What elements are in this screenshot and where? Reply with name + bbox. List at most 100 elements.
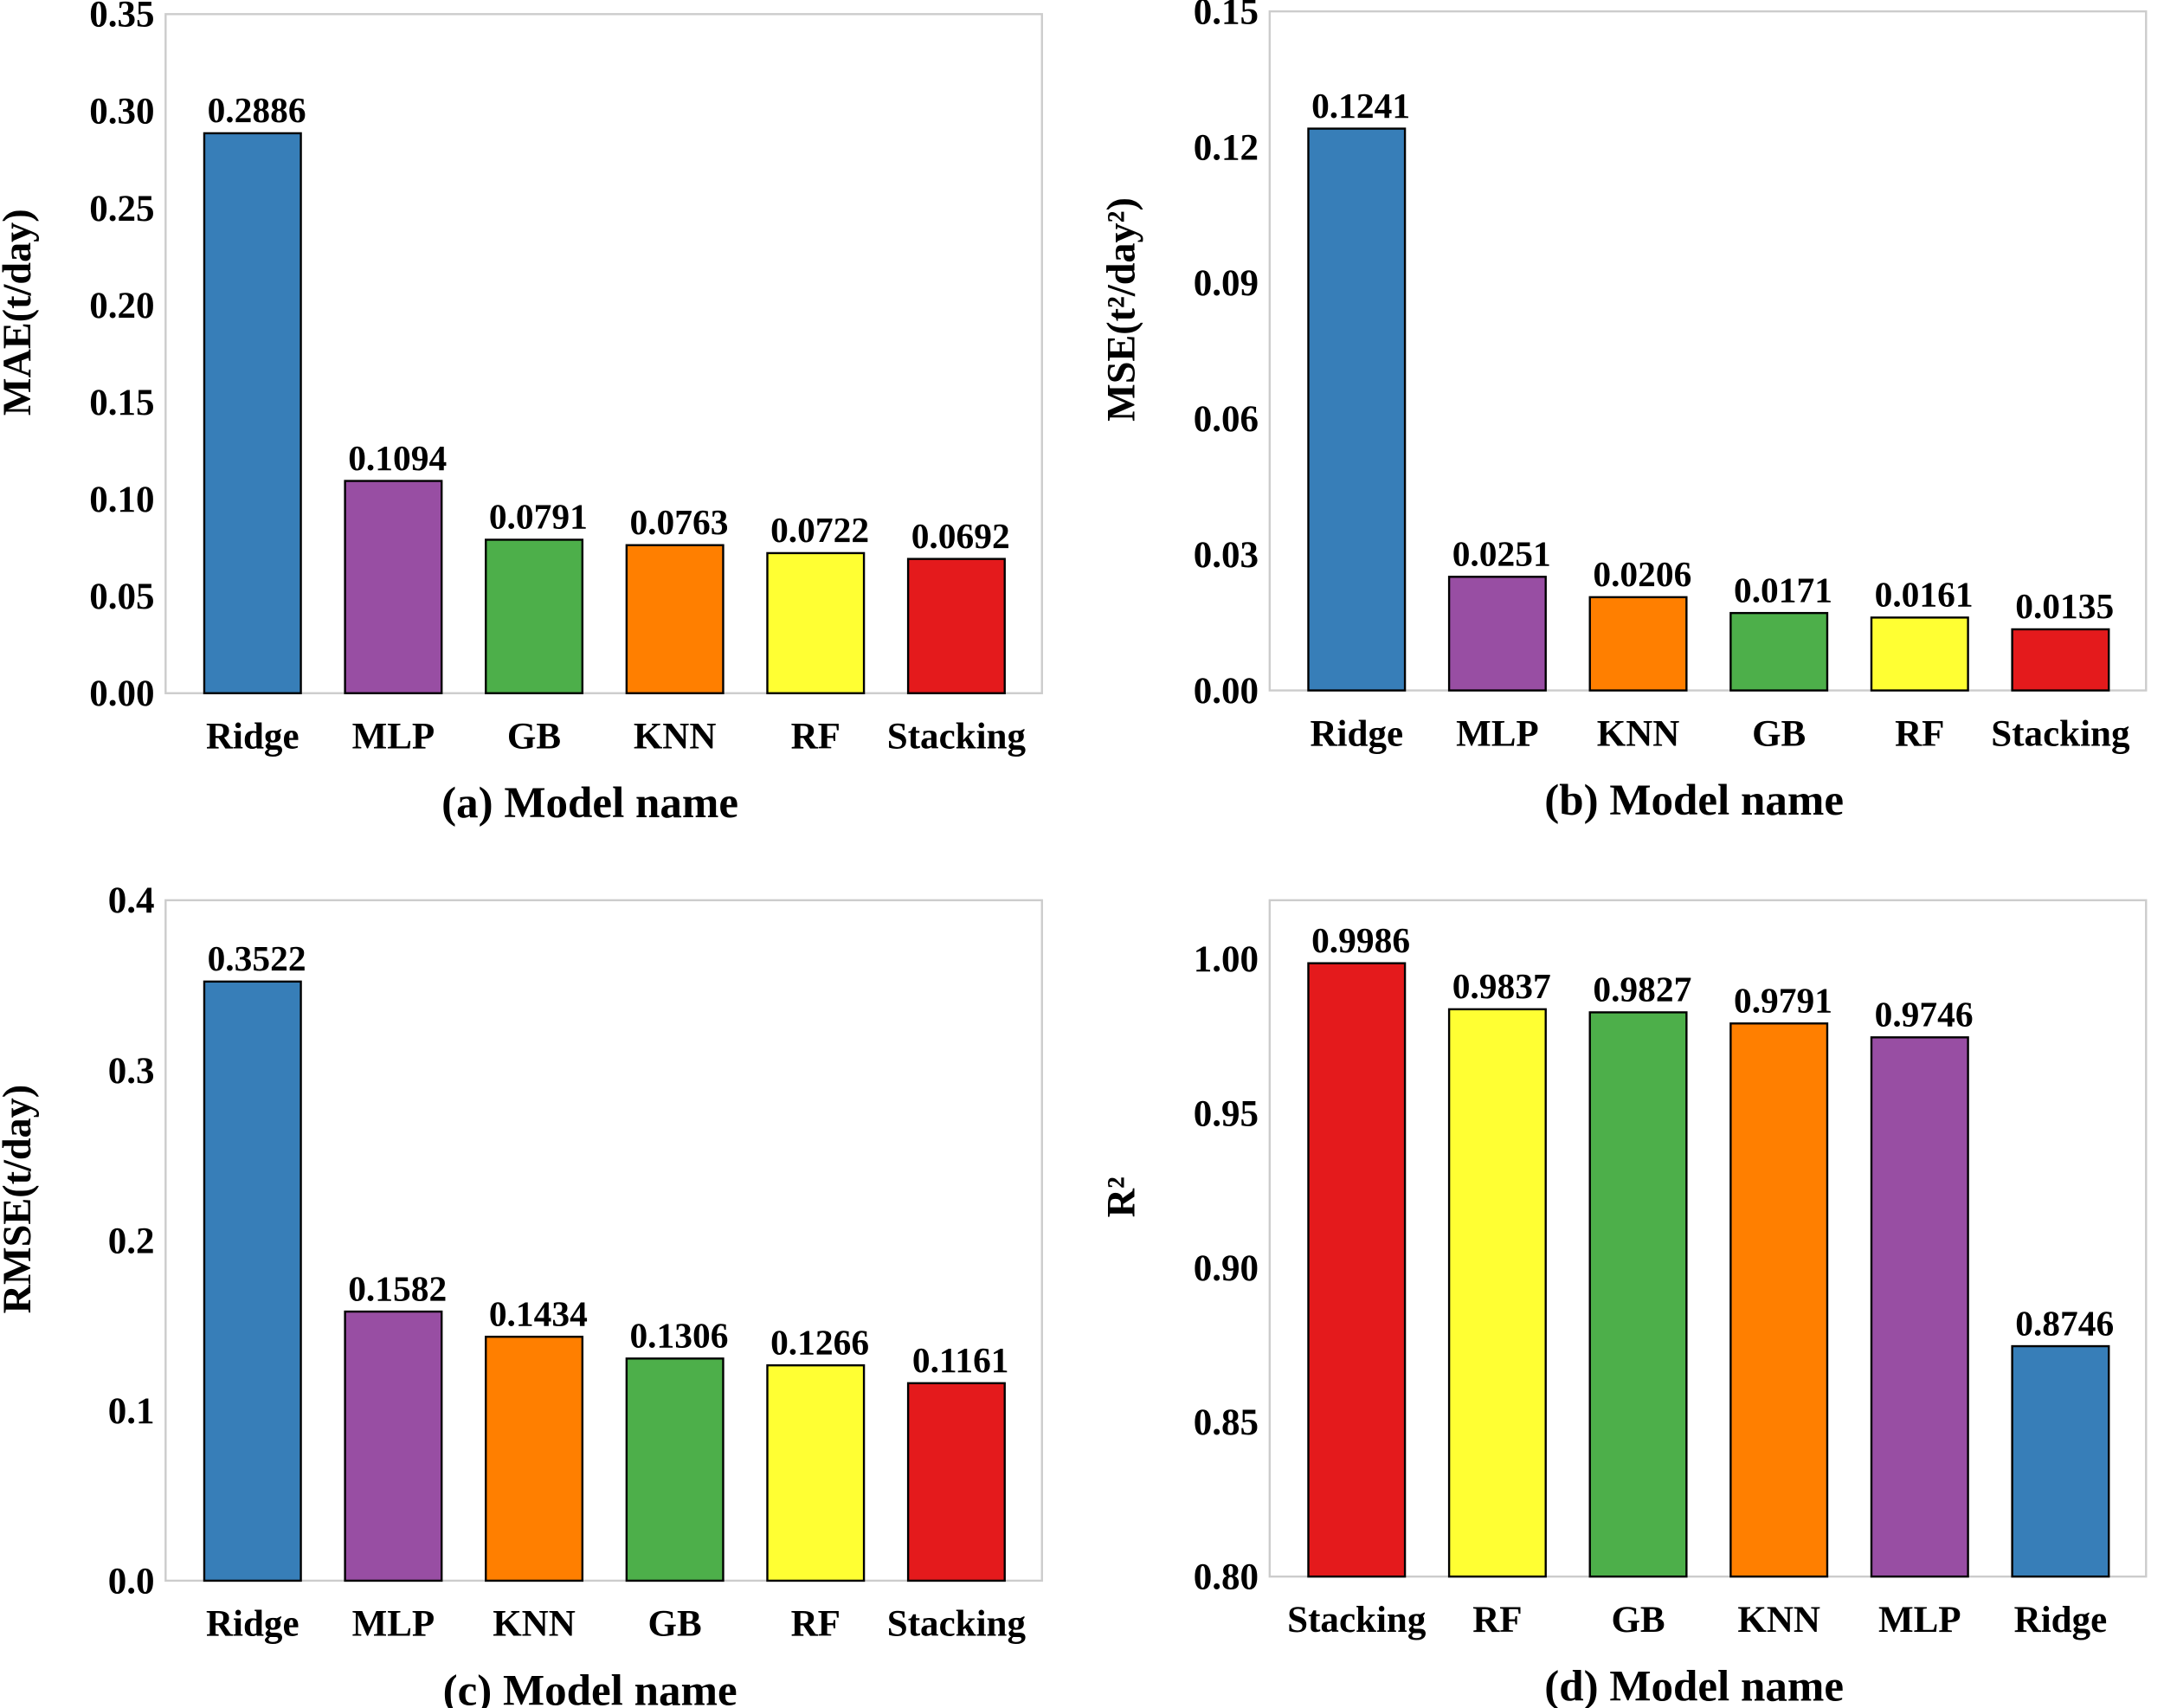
x-tick-label: MLP [352,717,435,757]
x-axis-label: (a) Model name [441,779,738,828]
y-tick-label: 0.2 [108,1221,155,1261]
x-tick-label: GB [1752,713,1806,754]
bar-ridge [203,132,302,694]
x-axis-label: (d) Model name [1544,1663,1844,1708]
y-tick-label: 0.10 [89,480,154,520]
chart-panel-1: 0.00 0.05 0.10 0.15 0.20 0.25 0.30 0.35 0.2886 Ri… [0,0,1043,828]
bar-stacking [2011,628,2110,692]
value-label: 0.9837 [1452,966,1551,1006]
bar-mlp [1870,1036,1969,1578]
value-label: 0.0135 [2015,586,2114,626]
x-tick-label: RF [1472,1600,1522,1640]
value-label: 0.1161 [912,1340,1009,1380]
value-label: 0.0692 [911,516,1010,556]
value-label: 0.1241 [1311,86,1410,126]
x-tick-label: Stacking [1991,713,2130,754]
x-tick-label: KNN [634,717,717,757]
y-tick-label: 0.06 [1194,399,1259,440]
y-tick-label: 0.25 [89,189,154,229]
bar-stacking [1307,962,1407,1578]
y-tick-label: 0.85 [1194,1402,1259,1443]
x-tick-label: RF [791,1604,840,1645]
value-label: 0.1094 [348,438,447,478]
chart-panel-3: 0.0 0.1 0.2 0.3 0.4 0.3522 Ridge 0.1582 MLP 0.143… [0,880,1043,1708]
x-tick-label: Ridge [2014,1600,2108,1640]
x-tick-label: GB [507,717,561,757]
y-tick-label: 0.00 [1194,671,1259,712]
plot-area [1268,899,2148,1578]
y-tick-label: 0.3 [108,1051,155,1092]
y-tick-label: 0.4 [108,880,155,921]
x-tick-label: Ridge [206,1604,299,1645]
bar-stacking [906,558,1006,694]
value-label: 0.0763 [629,502,728,542]
y-axis-label: RMSE(t/day) [0,1085,39,1313]
x-tick-label: Ridge [1310,713,1403,754]
bar-gb [1588,1011,1688,1578]
plot-area [164,899,1043,1582]
value-label: 0.9986 [1311,920,1410,960]
x-tick-label: MLP [1456,713,1539,754]
y-axis-label: MAE(t/day) [0,209,39,416]
bar-rf [766,1363,866,1582]
x-tick-label: KNN [1737,1600,1820,1640]
value-label: 0.0722 [770,510,869,550]
x-tick-label: Stacking [887,1604,1027,1645]
y-tick-label: 0.90 [1194,1248,1259,1289]
bar-knn [625,544,725,694]
bar-rf [1870,616,1969,692]
bar-gb [485,538,584,694]
x-tick-label: MLP [352,1604,435,1645]
plot-area [1268,10,2148,692]
y-tick-label: 0.20 [89,286,154,326]
value-label: 0.1582 [348,1268,447,1308]
y-tick-label: 0.80 [1194,1557,1259,1598]
x-tick-label: Ridge [206,717,299,757]
x-tick-label: KNN [493,1604,576,1645]
x-tick-label: Stacking [887,717,1027,757]
x-tick-label: RF [1895,713,1944,754]
value-label: 0.0171 [1734,570,1832,609]
value-label: 0.0251 [1452,534,1551,574]
value-label: 0.0161 [1875,575,1974,615]
value-label: 0.1266 [770,1322,869,1362]
x-tick-label: GB [1611,1600,1665,1640]
value-label: 0.1306 [629,1316,728,1356]
plot-area [164,13,1043,694]
bar-mlp [344,1310,443,1582]
y-tick-label: 0.15 [89,383,154,423]
bar-ridge [203,980,302,1582]
y-tick-label: 0.95 [1194,1093,1259,1134]
bar-rf [1447,1008,1547,1578]
y-tick-label: 0.0 [108,1561,155,1602]
bar-mlp [344,480,443,694]
x-tick-label: KNN [1597,713,1680,754]
bar-mlp [1447,576,1547,692]
value-label: 0.3522 [208,938,306,978]
y-tick-label: 0.30 [89,92,154,132]
y-axis-label: MSE(t²/day²) [1099,197,1143,422]
chart-panel-2: 0.00 0.03 0.06 0.09 0.12 0.15 0.1241 Ridge 0.025… [1099,0,2148,825]
bar-knn [1729,1022,1829,1578]
y-tick-label: 0.1 [108,1391,155,1432]
y-tick-label: 0.03 [1194,535,1259,576]
chart-panel-4: 0.80 0.85 0.90 0.95 1.00 0.9986 Stacking 0.9837… [1099,899,2148,1708]
bar-ridge [1307,127,1407,692]
bar-knn [1588,596,1688,692]
value-label: 0.9746 [1875,995,1974,1034]
value-label: 0.2886 [208,90,306,130]
x-tick-label: GB [648,1604,702,1645]
bar-rf [766,551,866,694]
y-tick-label: 1.00 [1194,939,1259,980]
y-tick-label: 0.00 [89,674,154,714]
y-tick-label: 0.05 [89,577,154,617]
bar-gb [625,1357,725,1582]
value-label: 0.9791 [1734,980,1832,1020]
bar-gb [1729,611,1829,692]
value-label: 0.0791 [489,497,588,537]
x-axis-label: (b) Model name [1544,777,1844,825]
value-label: 0.0206 [1593,554,1691,594]
x-tick-label: RF [791,717,840,757]
x-axis-label: (c) Model name [443,1666,737,1708]
